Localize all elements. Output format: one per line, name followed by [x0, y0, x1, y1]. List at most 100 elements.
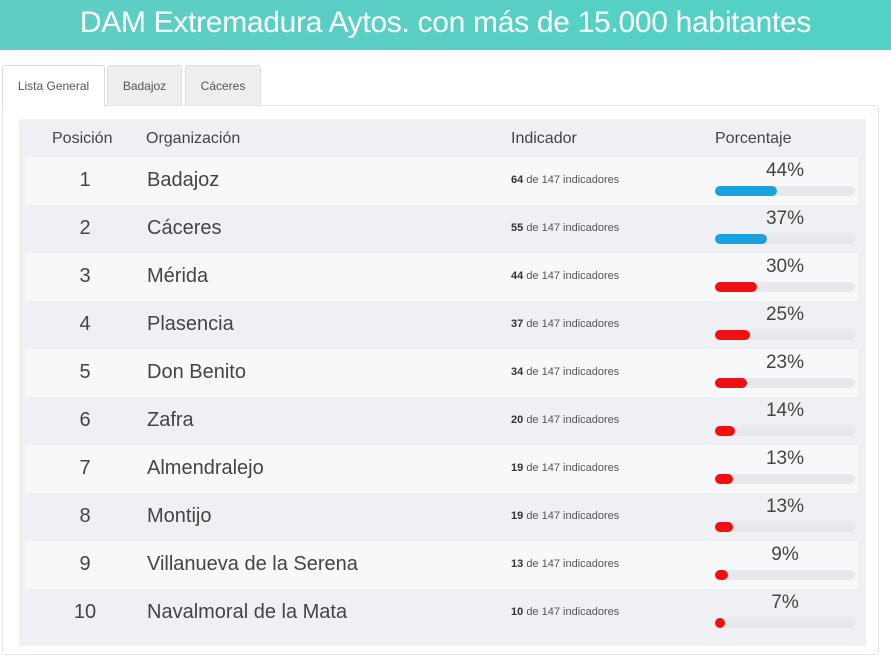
table-row: 10 Navalmoral de la Mata 10 de 147 indicad… — [25, 589, 858, 637]
row-organization: Mérida — [147, 265, 209, 287]
progress-bar-fill — [715, 522, 733, 532]
row-indicator-suffix: de 147 indicadores — [526, 510, 620, 522]
table-body: 1 Badajoz 64 de 147 indicadores 44% 2 Cáceres… — [25, 157, 858, 637]
row-percent-value: 14% — [765, 400, 805, 421]
row-position: 1 — [79, 169, 91, 191]
progress-bar-track — [715, 378, 855, 388]
row-percent-value: 13% — [765, 448, 805, 469]
column-header-porcentaje: Porcentaje — [715, 130, 792, 147]
row-position: 7 — [79, 457, 91, 479]
ranking-table: Posición Organización Indicador Porcenta… — [19, 119, 866, 646]
row-indicator: 13 de 147 indicadores — [511, 558, 619, 570]
progress-bar-track — [715, 234, 855, 244]
row-indicator-count: 34 — [511, 366, 524, 378]
row-indicator-suffix: de 147 indicadores — [526, 174, 620, 186]
row-indicator: 44 de 147 indicadores — [511, 270, 619, 282]
row-indicator: 37 de 147 indicadores — [511, 318, 619, 330]
progress-bar-fill — [715, 618, 725, 628]
row-indicator-count: 55 — [511, 222, 524, 234]
row-indicator-suffix: de 147 indicadores — [526, 366, 620, 378]
row-indicator-count: 44 — [511, 270, 524, 282]
progress-bar-fill — [715, 186, 777, 196]
row-position: 10 — [73, 601, 97, 623]
row-indicator-suffix: de 147 indicadores — [526, 462, 620, 474]
row-percent-value: 9% — [771, 544, 799, 565]
row-percent-value: 13% — [765, 496, 805, 517]
row-indicator-count: 19 — [511, 510, 524, 522]
progress-bar-track — [715, 618, 855, 628]
row-percent-value: 30% — [765, 256, 805, 277]
row-indicator-count: 13 — [511, 558, 524, 570]
row-indicator: 64 de 147 indicadores — [511, 174, 619, 186]
row-indicator-suffix: de 147 indicadores — [526, 270, 620, 282]
tab-panel: Posición Organización Indicador Porcenta… — [2, 105, 879, 655]
row-organization: Montijo — [147, 505, 212, 527]
row-organization: Navalmoral de la Mata — [147, 601, 348, 623]
row-position: 8 — [79, 505, 91, 527]
table-row: 6 Zafra 20 de 147 indicadores 14% — [25, 397, 858, 445]
row-position: 6 — [79, 409, 91, 431]
progress-bar-fill — [715, 474, 733, 484]
row-indicator: 34 de 147 indicadores — [511, 366, 619, 378]
progress-bar-track — [715, 522, 855, 532]
row-position: 5 — [79, 361, 91, 383]
progress-bar-track — [715, 282, 855, 292]
table-row: 9 Villanueva de la Serena 13 de 147 indica… — [25, 541, 858, 589]
table-row: 8 Montijo 19 de 147 indicadores 13% — [25, 493, 858, 541]
row-organization: Almendralejo — [147, 457, 264, 479]
row-percent-value: 25% — [765, 304, 805, 325]
row-indicator-suffix: de 147 indicadores — [526, 222, 620, 234]
row-percent-value: 44% — [765, 160, 805, 181]
row-percent-value: 7% — [771, 592, 799, 613]
table-row: 2 Cáceres 55 de 147 indicadores 37% — [25, 205, 858, 253]
row-indicator: 55 de 147 indicadores — [511, 222, 619, 234]
row-indicator-count: 64 — [511, 174, 524, 186]
table-header: Posición Organización Indicador Porcenta… — [19, 119, 866, 157]
row-indicator-count: 37 — [511, 318, 524, 330]
table-row: 4 Plasencia 37 de 147 indicadores 25% — [25, 301, 858, 349]
row-position: 9 — [79, 553, 91, 575]
tab-lista-general[interactable]: Lista General — [2, 65, 105, 107]
progress-bar-track — [715, 570, 855, 580]
row-organization: Badajoz — [147, 169, 220, 191]
table-row: 1 Badajoz 64 de 147 indicadores 44% — [25, 157, 858, 205]
row-percent-value: 23% — [765, 352, 805, 373]
row-indicator: 19 de 147 indicadores — [511, 462, 619, 474]
table-row: 3 Mérida 44 de 147 indicadores 30% — [25, 253, 858, 301]
row-indicator: 10 de 147 indicadores — [511, 606, 619, 618]
row-organization: Plasencia — [147, 313, 234, 335]
table-row: 7 Almendralejo 19 de 147 indicadores 13% — [25, 445, 858, 493]
column-header-organizacion: Organización — [146, 130, 241, 147]
row-indicator-count: 10 — [511, 606, 524, 618]
tab-caceres[interactable]: Cáceres — [185, 65, 261, 106]
progress-bar-fill — [715, 426, 735, 436]
row-indicator: 20 de 147 indicadores — [511, 414, 619, 426]
row-position: 2 — [79, 217, 91, 239]
progress-bar-fill — [715, 570, 728, 580]
row-organization: Cáceres — [147, 217, 222, 239]
progress-bar-fill — [715, 234, 767, 244]
row-indicator-count: 19 — [511, 462, 524, 474]
row-percent-value: 37% — [765, 208, 805, 229]
progress-bar-fill — [715, 378, 747, 388]
row-indicator-suffix: de 147 indicadores — [526, 606, 620, 618]
table-row: 5 Don Benito 34 de 147 indicadores 23% — [25, 349, 858, 397]
row-indicator-count: 20 — [511, 414, 524, 426]
row-organization: Don Benito — [147, 361, 246, 383]
column-header-indicador: Indicador — [511, 130, 577, 147]
row-organization: Villanueva de la Serena — [147, 553, 358, 575]
progress-bar-track — [715, 186, 855, 196]
progress-bar-fill — [715, 282, 757, 292]
progress-bar-track — [715, 474, 855, 484]
progress-bar-track — [715, 426, 855, 436]
row-indicator-suffix: de 147 indicadores — [526, 318, 620, 330]
row-indicator-suffix: de 147 indicadores — [526, 558, 620, 570]
row-organization: Zafra — [147, 409, 194, 431]
progress-bar-fill — [715, 330, 750, 340]
column-header-posicion: Posición — [52, 130, 113, 147]
tab-badajoz[interactable]: Badajoz — [107, 65, 182, 106]
row-position: 3 — [79, 265, 91, 287]
page-title: DAM Extremadura Aytos. con más de 15.000… — [0, 0, 891, 50]
row-indicator: 19 de 147 indicadores — [511, 510, 619, 522]
row-indicator-suffix: de 147 indicadores — [526, 414, 620, 426]
